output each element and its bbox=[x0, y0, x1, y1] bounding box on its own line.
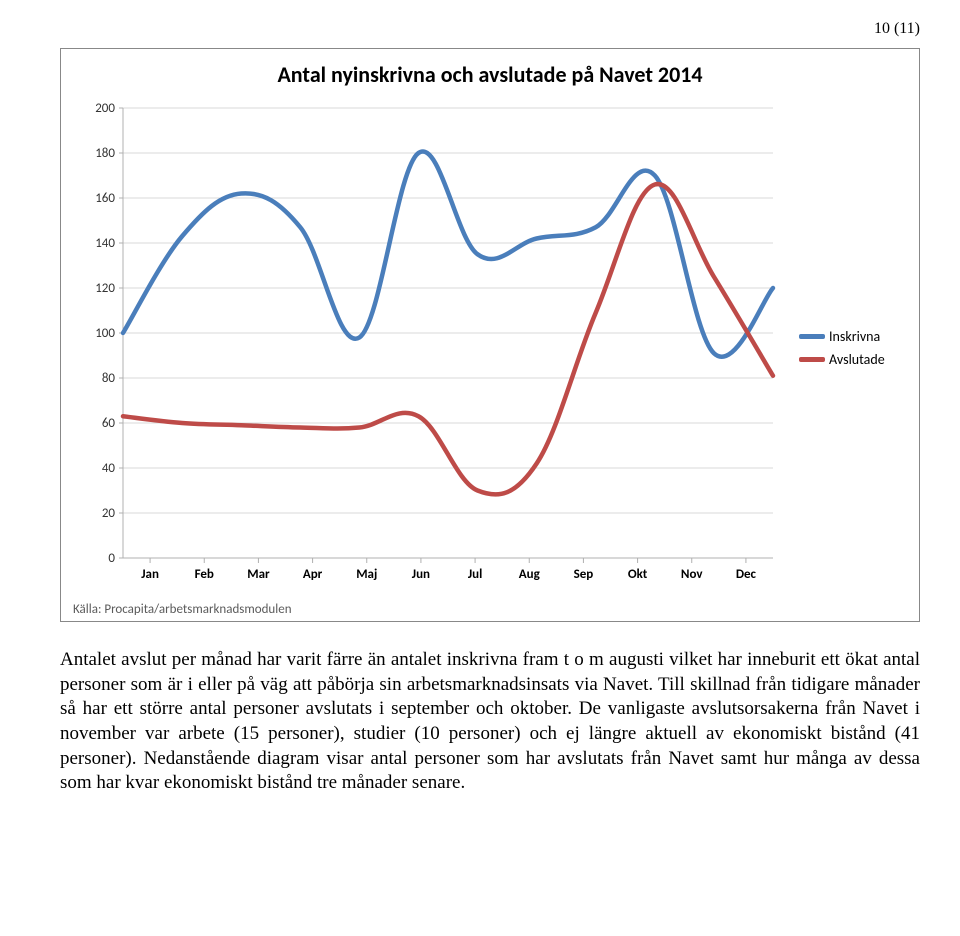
svg-text:Jul: Jul bbox=[468, 567, 482, 582]
chart-title: Antal nyinskrivna och avslutade på Navet… bbox=[73, 61, 907, 88]
svg-text:Sep: Sep bbox=[574, 567, 594, 582]
svg-text:Aug: Aug bbox=[519, 567, 541, 582]
legend-swatch-icon bbox=[799, 357, 825, 362]
svg-text:Nov: Nov bbox=[681, 567, 704, 582]
legend-label: Inskrivna bbox=[829, 328, 880, 345]
svg-text:Maj: Maj bbox=[356, 567, 377, 582]
svg-text:80: 80 bbox=[102, 371, 116, 386]
chart-source: Källa: Procapita/arbetsmarknadsmodulen bbox=[73, 602, 907, 617]
svg-text:160: 160 bbox=[95, 191, 115, 206]
page-number: 10 (11) bbox=[60, 20, 920, 38]
chart-legend: Inskrivna Avslutade bbox=[799, 98, 885, 598]
svg-text:Feb: Feb bbox=[195, 567, 214, 582]
chart-container: Antal nyinskrivna och avslutade på Navet… bbox=[60, 48, 920, 622]
legend-item: Inskrivna bbox=[799, 328, 885, 345]
svg-text:0: 0 bbox=[108, 551, 115, 566]
svg-text:Okt: Okt bbox=[628, 567, 648, 582]
legend-label: Avslutade bbox=[829, 351, 885, 368]
body-paragraph: Antalet avslut per månad har varit färre… bbox=[60, 648, 920, 796]
legend-swatch-icon bbox=[799, 334, 825, 339]
svg-text:40: 40 bbox=[102, 461, 116, 476]
svg-text:60: 60 bbox=[102, 416, 116, 431]
svg-text:180: 180 bbox=[95, 146, 115, 161]
svg-text:120: 120 bbox=[95, 281, 115, 296]
svg-text:140: 140 bbox=[95, 236, 115, 251]
svg-text:Jun: Jun bbox=[412, 567, 430, 582]
svg-text:Mar: Mar bbox=[247, 567, 270, 582]
svg-text:Apr: Apr bbox=[303, 567, 323, 582]
svg-text:Dec: Dec bbox=[736, 567, 757, 582]
svg-text:100: 100 bbox=[95, 326, 115, 341]
svg-text:20: 20 bbox=[102, 506, 116, 521]
legend-item: Avslutade bbox=[799, 351, 885, 368]
svg-text:Jan: Jan bbox=[141, 567, 159, 582]
line-chart: 0 20 40 60 80 100 120 140 160 180 200 Jan Feb Mar Apr M… bbox=[73, 98, 793, 598]
svg-text:200: 200 bbox=[95, 101, 115, 116]
